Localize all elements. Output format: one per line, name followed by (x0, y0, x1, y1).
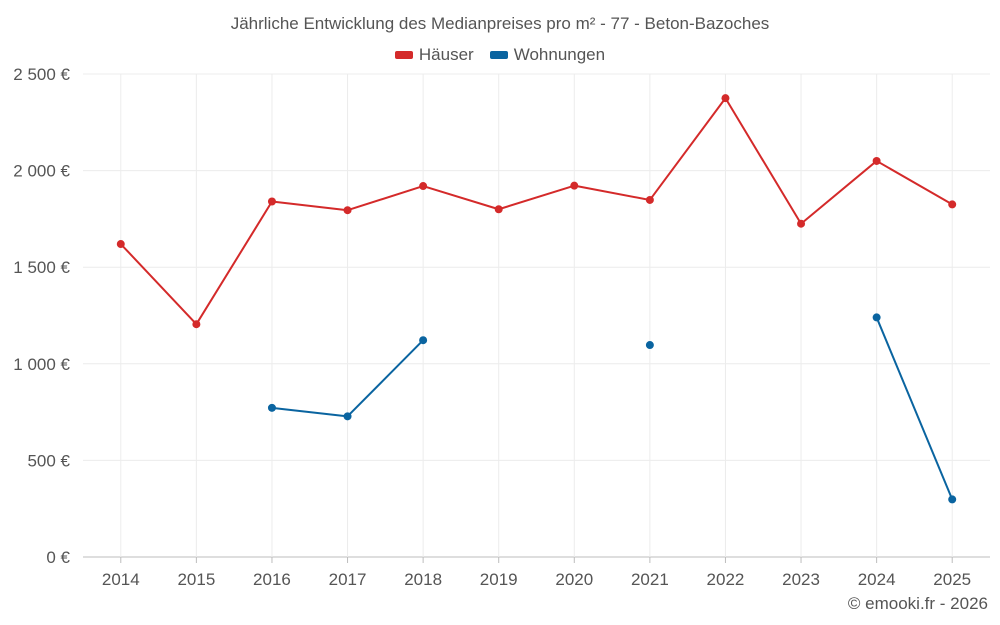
y-tick-label: 1 500 € (13, 258, 70, 277)
data-point-apartments (267, 403, 276, 412)
legend-label-houses: Häuser (418, 45, 474, 64)
chart-title: Jährliche Entwicklung des Medianpreises … (230, 14, 770, 33)
data-point-houses (645, 195, 654, 204)
data-point-houses (872, 156, 881, 165)
series-apartments (267, 313, 957, 504)
series-line-houses (120, 97, 953, 326)
x-tick-label: 2022 (707, 570, 745, 589)
data-point-houses (267, 197, 276, 206)
x-tick-label: 2015 (177, 570, 215, 589)
y-tick-label: 500 € (27, 451, 70, 470)
series-line-apartments (875, 317, 954, 500)
x-tick-label: 2016 (253, 570, 291, 589)
x-tick-label: 2018 (404, 570, 442, 589)
data-point-houses (419, 182, 428, 191)
y-tick-label: 1 000 € (13, 355, 70, 374)
data-point-houses (343, 206, 352, 215)
y-tick-label: 0 € (46, 548, 70, 567)
data-point-houses (116, 240, 125, 249)
data-point-apartments (948, 495, 957, 504)
data-point-houses (570, 181, 579, 190)
copyright-credit: © emooki.fr - 2026 (847, 594, 988, 613)
x-tick-label: 2017 (329, 570, 367, 589)
y-tick-label: 2 000 € (13, 162, 70, 181)
series-houses (116, 94, 957, 329)
data-point-apartments (419, 336, 428, 345)
axes: 0 € 500 € 1 000 € 1 500 € 2 000 € 2 500 € 2014… (13, 65, 971, 589)
legend-swatch-houses (394, 51, 413, 59)
x-tick-label: 2024 (858, 570, 896, 589)
data-point-houses (721, 94, 730, 103)
data-point-houses (948, 200, 957, 209)
grid (83, 73, 990, 558)
data-point-apartments (645, 341, 654, 350)
data-point-houses (494, 205, 503, 214)
legend-label-apartments: Wohnungen (513, 45, 606, 64)
legend-item-apartments[interactable]: Wohnungen (489, 45, 606, 65)
x-tick-label: 2014 (102, 570, 140, 589)
data-point-apartments (872, 313, 881, 322)
data-point-houses (797, 219, 806, 228)
chart-legend: Häuser Wohnungen (0, 45, 1000, 65)
x-tick-label: 2025 (933, 570, 971, 589)
x-tick-label: 2023 (782, 570, 820, 589)
series (116, 94, 957, 504)
legend-item-houses[interactable]: Häuser (394, 45, 474, 65)
data-point-apartments (343, 412, 352, 421)
data-point-houses (192, 320, 201, 329)
x-tick-label: 2019 (480, 570, 518, 589)
legend-swatch-apartments (489, 51, 508, 59)
y-tick-label: 2 500 € (13, 65, 70, 84)
x-tick-label: 2020 (555, 570, 593, 589)
x-tick-label: 2021 (631, 570, 669, 589)
